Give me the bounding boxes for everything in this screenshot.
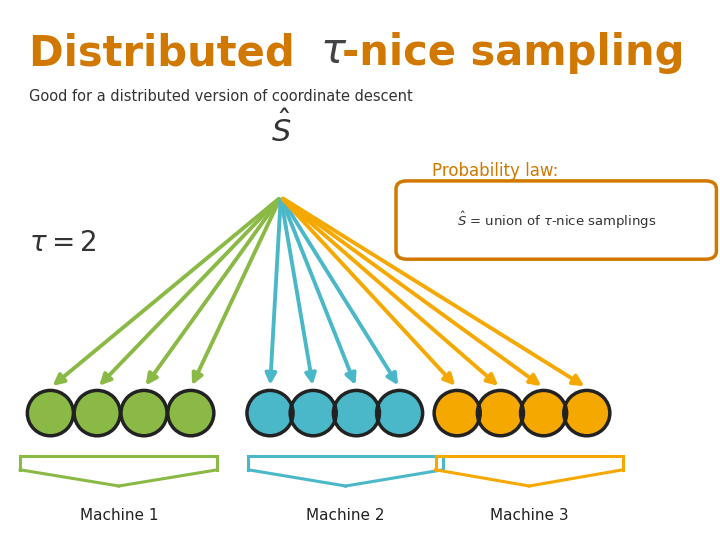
Ellipse shape xyxy=(377,390,423,436)
Ellipse shape xyxy=(434,390,480,436)
Text: $\tau = 2$: $\tau = 2$ xyxy=(29,229,96,257)
Text: Machine 3: Machine 3 xyxy=(490,508,569,523)
Ellipse shape xyxy=(564,390,610,436)
Ellipse shape xyxy=(121,390,167,436)
FancyBboxPatch shape xyxy=(396,181,716,259)
Text: $\hat{S}$ = union of $\tau$-nice samplings: $\hat{S}$ = union of $\tau$-nice samplin… xyxy=(456,210,656,231)
Text: $\tau$: $\tau$ xyxy=(320,30,348,72)
Text: Machine 2: Machine 2 xyxy=(306,508,385,523)
Ellipse shape xyxy=(290,390,336,436)
Text: -nice sampling: -nice sampling xyxy=(342,32,685,75)
Ellipse shape xyxy=(74,390,120,436)
Ellipse shape xyxy=(521,390,567,436)
Text: Distributed: Distributed xyxy=(29,32,309,75)
Ellipse shape xyxy=(27,390,73,436)
Text: Probability law:: Probability law: xyxy=(432,162,559,180)
Text: Machine 1: Machine 1 xyxy=(79,508,158,523)
Ellipse shape xyxy=(247,390,293,436)
Ellipse shape xyxy=(168,390,214,436)
Ellipse shape xyxy=(477,390,523,436)
Text: $\hat{S}$: $\hat{S}$ xyxy=(271,111,291,148)
Ellipse shape xyxy=(333,390,379,436)
Text: Good for a distributed version of coordinate descent: Good for a distributed version of coordi… xyxy=(29,89,413,104)
